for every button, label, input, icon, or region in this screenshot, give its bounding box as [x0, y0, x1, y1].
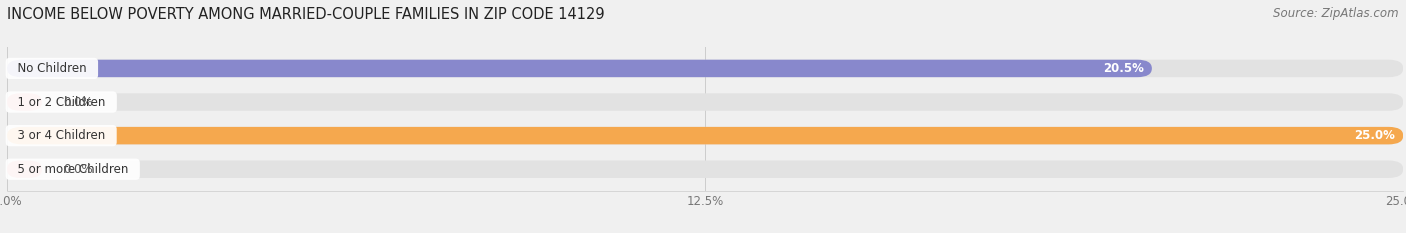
FancyBboxPatch shape — [7, 93, 42, 111]
Text: 5 or more Children: 5 or more Children — [10, 163, 136, 176]
Text: 0.0%: 0.0% — [63, 96, 93, 109]
FancyBboxPatch shape — [7, 93, 1403, 111]
Text: 20.5%: 20.5% — [1102, 62, 1143, 75]
FancyBboxPatch shape — [7, 60, 1152, 77]
FancyBboxPatch shape — [7, 161, 1403, 178]
Text: 25.0%: 25.0% — [1354, 129, 1395, 142]
Text: Source: ZipAtlas.com: Source: ZipAtlas.com — [1274, 7, 1399, 20]
Text: INCOME BELOW POVERTY AMONG MARRIED-COUPLE FAMILIES IN ZIP CODE 14129: INCOME BELOW POVERTY AMONG MARRIED-COUPL… — [7, 7, 605, 22]
FancyBboxPatch shape — [7, 161, 42, 178]
Text: No Children: No Children — [10, 62, 94, 75]
Text: 3 or 4 Children: 3 or 4 Children — [10, 129, 112, 142]
FancyBboxPatch shape — [7, 127, 1403, 144]
FancyBboxPatch shape — [7, 60, 1403, 77]
Text: 1 or 2 Children: 1 or 2 Children — [10, 96, 112, 109]
FancyBboxPatch shape — [7, 127, 1403, 144]
Text: 0.0%: 0.0% — [63, 163, 93, 176]
